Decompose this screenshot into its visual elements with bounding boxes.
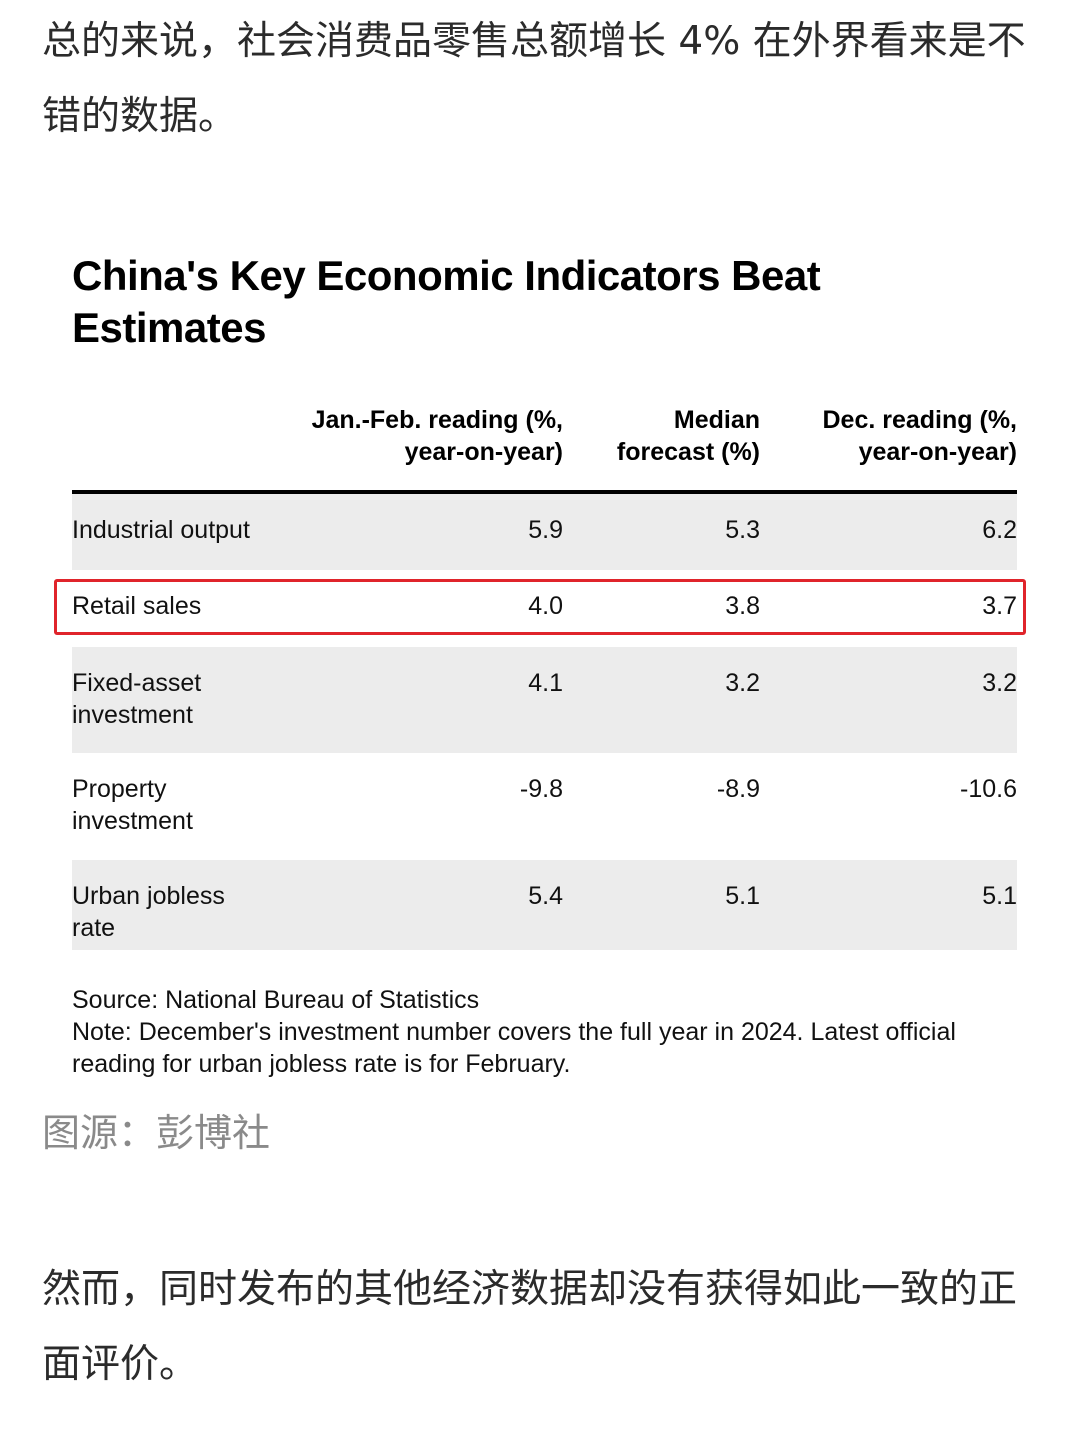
column-header-jan-feb: Jan.-Feb. reading (%, year-on-year) <box>311 406 563 466</box>
cell-median-forecast: 5.3 <box>725 516 760 544</box>
row-label: Fixed-asset investment <box>72 669 202 729</box>
table-row-urban-jobless-rate: Urban jobless rate 5.4 5.1 5.1 <box>72 860 1017 950</box>
cell-median-forecast: 5.1 <box>725 882 760 910</box>
image-caption: 图源：彭博社 <box>42 1111 271 1155</box>
row-label: Industrial output <box>72 516 250 544</box>
cell-dec-reading: 3.7 <box>982 592 1017 620</box>
cell-median-forecast: 3.2 <box>725 669 760 697</box>
table-row-industrial-output: Industrial output 5.9 5.3 6.2 <box>72 494 1017 570</box>
retail-sales-highlight-box <box>54 579 1026 635</box>
chart-title: China's Key Economic Indicators Beat Est… <box>72 252 821 351</box>
footnote: Note: December's investment number cover… <box>72 1018 956 1078</box>
table-row-fixed-asset-investment: Fixed-asset investment 4.1 3.2 3.2 <box>72 647 1017 753</box>
column-header-median-forecast: Median forecast (%) <box>616 406 760 466</box>
cell-dec-reading: 6.2 <box>982 516 1017 544</box>
table-row-property-investment: Property investment -9.8 -8.9 -10.6 <box>72 753 1017 860</box>
cell-jan-feb: 5.9 <box>528 516 563 544</box>
cell-dec-reading: 3.2 <box>982 669 1017 697</box>
row-label: Urban jobless rate <box>72 882 225 942</box>
indicators-table-figure: China's Key Economic Indicators Beat Est… <box>54 250 1026 1078</box>
table-header: Jan.-Feb. reading (%, year-on-year) Medi… <box>72 404 1017 494</box>
cell-jan-feb: 4.1 <box>528 669 563 697</box>
cell-jan-feb: -9.8 <box>519 775 563 803</box>
source-note: Source: National Bureau of Statistics <box>72 986 480 1014</box>
cell-jan-feb: 4.0 <box>528 592 563 620</box>
table-notes: Source: National Bureau of Statistics No… <box>72 984 1017 1080</box>
row-label: Property investment <box>72 775 193 835</box>
cell-median-forecast: 3.8 <box>725 592 760 620</box>
cell-dec-reading: -10.6 <box>960 775 1017 803</box>
row-label: Retail sales <box>72 592 202 620</box>
article-paragraph-1: 总的来说，社会消费品零售总额增长 4% 在外界看来是不错的数据。 <box>42 19 1026 139</box>
table-row-retail-sales: Retail sales 4.0 3.8 3.7 <box>72 570 1017 646</box>
column-header-dec-reading: Dec. reading (%, year-on-year) <box>822 406 1018 466</box>
cell-jan-feb: 5.4 <box>528 882 563 910</box>
cell-dec-reading: 5.1 <box>982 882 1017 910</box>
article-paragraph-2: 然而，同时发布的其他经济数据却没有获得如此一致的正面评价。 <box>42 1267 1018 1387</box>
cell-median-forecast: -8.9 <box>716 775 760 803</box>
